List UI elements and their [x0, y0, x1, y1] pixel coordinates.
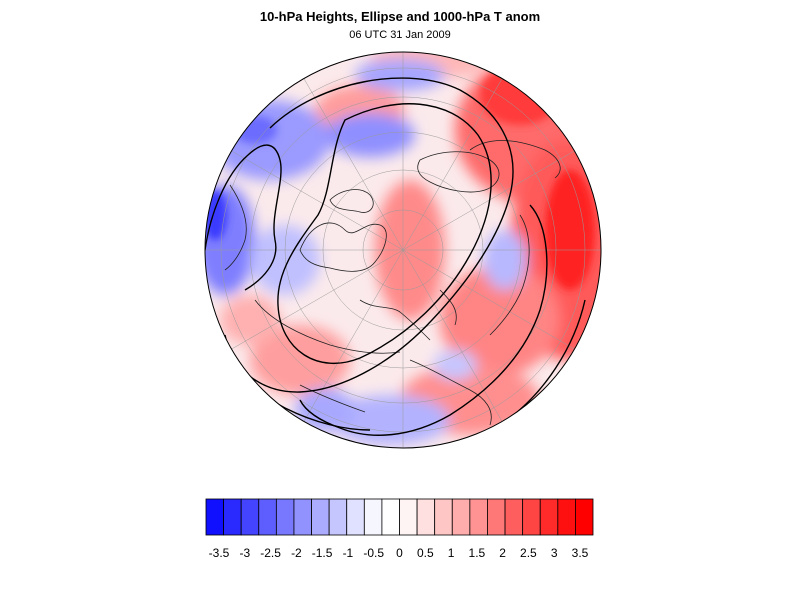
colorbar-tick-label: 1 — [448, 546, 455, 560]
colorbar-box — [539, 498, 559, 536]
colorbar-box — [346, 498, 365, 536]
colorbar-box — [223, 498, 242, 536]
colorbar-box — [258, 498, 277, 536]
colorbar-box — [399, 498, 418, 536]
colorbar-box — [451, 498, 471, 536]
colorbar-tick-label: 0.5 — [417, 546, 434, 560]
chart-title: 10-hPa Heights, Ellipse and 1000-hPa T a… — [259, 9, 541, 24]
colorbar-box — [469, 498, 488, 536]
colorbar-box — [240, 498, 260, 536]
colorbar-box — [487, 498, 506, 536]
colorbar-tick-label: -2.5 — [260, 546, 281, 560]
globe-outline — [204, 51, 602, 449]
colorbar-tick-label: 3.5 — [572, 546, 589, 560]
coastlines — [224, 140, 561, 426]
colorbar-box — [381, 498, 400, 536]
colorbar-box — [311, 498, 330, 536]
colorbar-boxes — [205, 498, 594, 536]
colorbar-box — [363, 498, 383, 536]
colorbar-tick-label: -3 — [239, 546, 250, 560]
colorbar-box — [205, 498, 224, 536]
colorbar-box — [557, 498, 576, 536]
colorbar-tick-label: 0 — [396, 546, 403, 560]
colorbar-tick-label: 3 — [551, 546, 558, 560]
chart-subtitle: 06 UTC 31 Jan 2009 — [349, 29, 451, 41]
colorbar-tick-label: -1.5 — [312, 546, 333, 560]
colorbar-tick-label: -3.5 — [209, 546, 230, 560]
anomaly-field — [205, 52, 601, 448]
colorbar-tick-label: -2 — [291, 546, 302, 560]
colorbar-box — [504, 498, 524, 536]
colorbar-box — [275, 498, 295, 536]
colorbar-box — [575, 498, 594, 536]
colorbar-box — [328, 498, 348, 536]
colorbar-box — [434, 498, 453, 536]
colorbar-tick-label: 1.5 — [469, 546, 486, 560]
colorbar-tick-label: 2 — [499, 546, 506, 560]
colorbar-tick-label: 2.5 — [520, 546, 537, 560]
colorbar-tick-label: -0.5 — [363, 546, 384, 560]
colorbar-box — [416, 498, 436, 536]
colorbar-box — [522, 498, 541, 536]
colorbar-labels: -3.5 -3 -2.5 -2 -1.5 -1 -0.5 0 0.5 1 1.5 2 2.5 3 3.5 — [209, 546, 589, 560]
graticule — [205, 52, 601, 448]
colorbar-box — [293, 498, 312, 536]
colorbar-tick-label: -1 — [343, 546, 354, 560]
